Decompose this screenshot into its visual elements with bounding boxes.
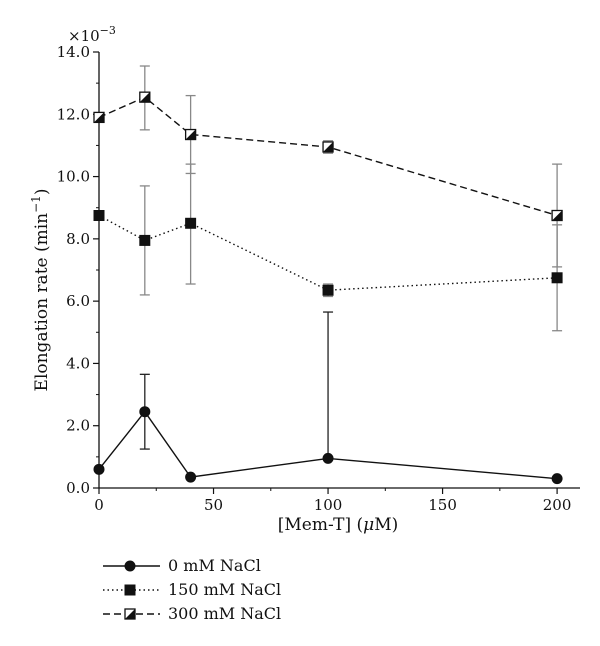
x-tick-label: 0 — [94, 496, 104, 514]
axis-labels: [Mem-T] (μM) Elongation rate (min−1) ×10… — [29, 24, 398, 535]
data-point — [184, 128, 197, 141]
x-tick-label: 150 — [428, 496, 457, 514]
marker-fill — [552, 210, 563, 221]
y-axis-label-superscript: −1 — [29, 195, 43, 213]
legend: 0 mM NaCl 150 mM NaCl 300 mM NaCl — [103, 556, 281, 623]
y-axis-multiplier: ×10−3 — [68, 24, 116, 45]
data-point — [185, 217, 197, 229]
y-tick-label: 2.0 — [66, 417, 90, 435]
error-bars — [139, 65, 563, 460]
error-bar — [323, 311, 334, 460]
legend-item: 150 mM NaCl — [103, 580, 281, 599]
legend-marker — [124, 584, 136, 596]
legend-marker — [124, 560, 136, 572]
x-axis-label: [Mem-T] (μM) — [278, 515, 398, 535]
data-point — [551, 209, 563, 222]
y-tick-label: 14.0 — [57, 43, 90, 61]
marker-fill — [125, 609, 135, 619]
legend-label: 300 mM NaCl — [168, 604, 281, 623]
x-axis-label-unit: M) — [374, 515, 398, 535]
data-point — [139, 234, 151, 246]
legend-item: 0 mM NaCl — [103, 556, 261, 575]
legend-item: 300 mM NaCl — [103, 604, 281, 623]
series-line — [98, 96, 558, 217]
data-point — [139, 91, 151, 103]
data-point — [322, 284, 334, 296]
data-point — [139, 406, 151, 418]
y-axis-label: Elongation rate (min−1) — [29, 189, 52, 392]
legend-marker — [124, 608, 136, 620]
svg-text:Elongation rate (min−1): Elongation rate (min−1) — [29, 189, 52, 392]
x-tick-label: 200 — [543, 496, 572, 514]
data-point — [322, 452, 334, 464]
series-markers — [93, 91, 563, 485]
marker-fill — [94, 112, 104, 123]
legend-label: 150 mM NaCl — [168, 580, 281, 599]
y-tick-label: 10.0 — [57, 168, 90, 186]
y-tick-label: 12.0 — [57, 105, 90, 123]
x-tick-label: 50 — [204, 496, 223, 514]
data-point — [93, 111, 105, 124]
y-tick-label: 4.0 — [66, 354, 90, 372]
y-tick-label: 6.0 — [66, 292, 90, 310]
marker-fill — [139, 92, 150, 103]
x-tick-label: 100 — [314, 496, 343, 514]
y-axis-label-text: Elongation rate (min — [32, 213, 52, 392]
y-tick-label: 0.0 — [66, 479, 90, 497]
data-point — [93, 210, 105, 221]
series-line — [98, 214, 558, 291]
x-axis-label-text: [Mem-T] ( — [278, 515, 363, 535]
data-point — [185, 471, 197, 483]
x-axis-label-mu: μ — [363, 515, 374, 535]
legend-label: 0 mM NaCl — [168, 556, 261, 575]
marker-fill — [323, 141, 334, 152]
y-multiplier-base: ×10 — [68, 27, 100, 45]
y-axis-label-close: ) — [32, 189, 52, 196]
data-point — [551, 272, 563, 284]
data-point — [93, 463, 105, 475]
y-multiplier-exponent: −3 — [100, 24, 116, 37]
data-point — [322, 141, 334, 153]
data-point — [551, 473, 563, 485]
marker-fill — [185, 129, 196, 140]
y-tick-label: 8.0 — [66, 230, 90, 248]
axes: 0.0 2.0 4.0 6.0 8.0 10.0 12.0 14.0 0 50 100 150 200 — [57, 43, 580, 514]
